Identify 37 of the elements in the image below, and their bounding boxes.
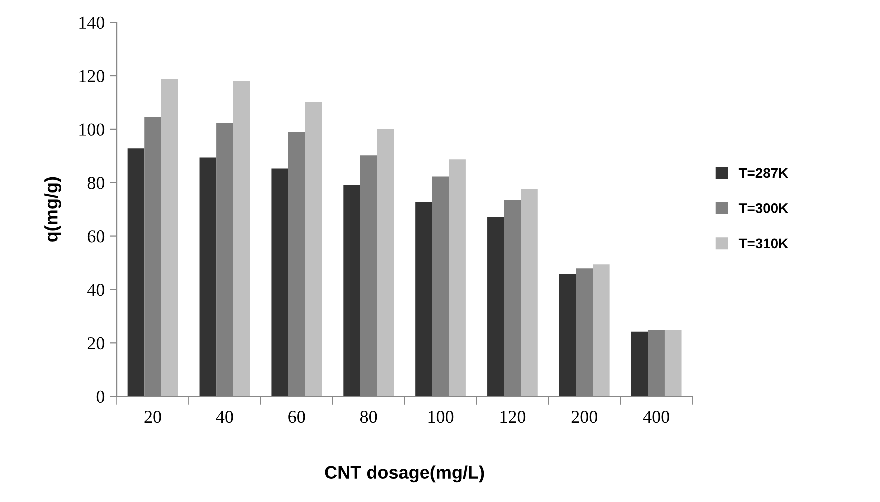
x-tick-label: 40 <box>216 410 234 424</box>
y-tick-label: 20 <box>88 337 105 350</box>
y-tick-label: 80 <box>88 177 105 190</box>
y-tick-label: 40 <box>88 284 105 296</box>
legend-label: T=310K <box>738 238 788 249</box>
bar <box>272 168 288 397</box>
y-tick-label: 120 <box>80 70 105 82</box>
bar <box>200 158 217 397</box>
bar <box>344 185 360 397</box>
bar <box>488 217 504 397</box>
x-tick-label: 120 <box>500 410 526 424</box>
bar <box>377 129 394 397</box>
legend-label: T=300K <box>738 204 788 214</box>
bar <box>233 81 250 397</box>
bar <box>128 148 145 397</box>
bar <box>449 160 466 397</box>
x-tick-label: 20 <box>144 410 162 424</box>
x-tick-label: 200 <box>572 410 598 424</box>
y-tick-label: 140 <box>80 16 105 30</box>
y-axis-title: q(mg/g) <box>44 177 62 242</box>
legend-label: T=287K <box>738 168 788 178</box>
bar <box>593 264 610 397</box>
bar <box>631 332 648 397</box>
bar <box>664 330 682 397</box>
y-tick-label: 100 <box>80 124 105 136</box>
x-tick-label: 60 <box>288 410 306 424</box>
bar <box>416 202 432 397</box>
y-tick-label: 60 <box>88 230 105 243</box>
x-tick-label: 80 <box>360 410 378 424</box>
bar <box>161 78 178 397</box>
bar <box>521 189 538 397</box>
x-tick-label: 400 <box>643 410 670 424</box>
bar <box>559 274 576 397</box>
x-tick-label: 100 <box>428 410 454 424</box>
bar <box>305 102 322 397</box>
x-axis-title: CNT dosage(mg/L) <box>325 466 484 483</box>
y-tick-label: 0 <box>96 390 105 404</box>
